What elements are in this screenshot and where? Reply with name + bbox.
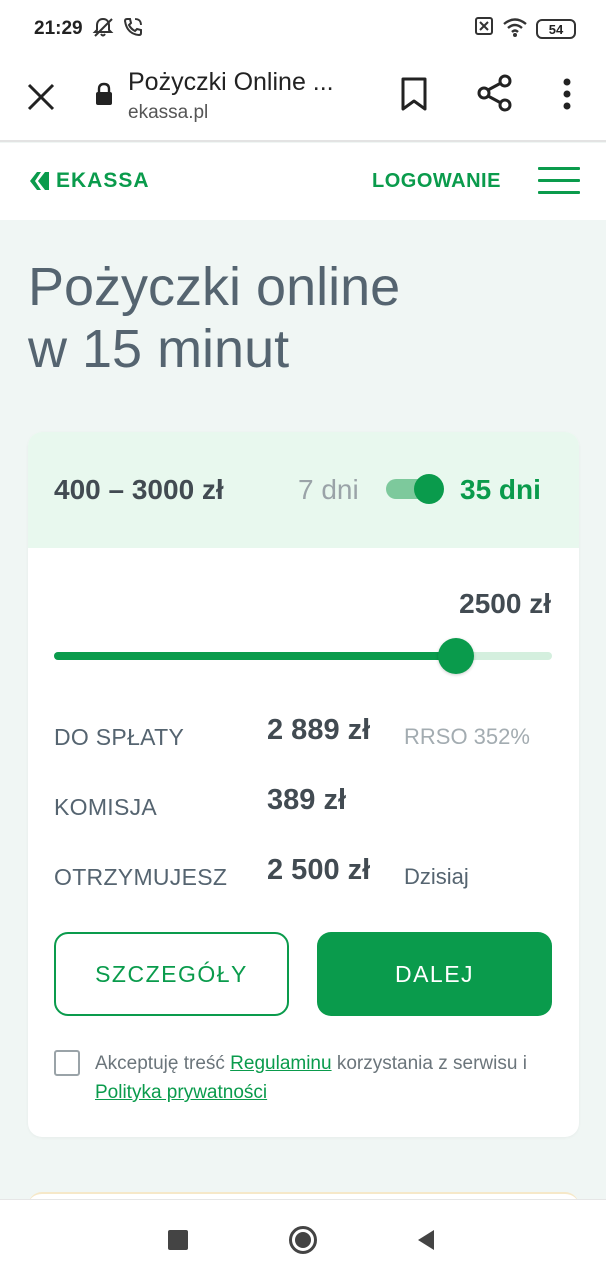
hero-line-2: w 15 minut: [28, 319, 290, 379]
lock-icon: [96, 82, 112, 105]
commission-row: KOMISJA 389 zł: [54, 784, 554, 820]
amount-slider[interactable]: [54, 636, 552, 674]
terms-text-part-2: korzystania z serwisu i: [331, 1053, 527, 1074]
battery-level: 54: [548, 21, 564, 37]
wifi-icon: [503, 18, 527, 37]
logo-mark-icon: [30, 172, 49, 190]
ekassa-logo[interactable]: EKASSA: [28, 169, 150, 193]
receive-row: OTRZYMUJESZ 2 500 zł Dzisiaj: [54, 854, 554, 890]
home-icon[interactable]: [288, 1225, 318, 1255]
no-sim-icon: [475, 17, 493, 35]
bookmark-icon[interactable]: [398, 76, 430, 112]
battery-icon: 54: [536, 19, 576, 39]
recent-apps-icon[interactable]: [168, 1230, 188, 1250]
terms-checkbox[interactable]: [54, 1050, 80, 1076]
receive-when-note: Dzisiaj: [404, 864, 469, 889]
repayment-label: DO SPŁATY: [54, 724, 185, 750]
next-button[interactable]: DALEJ: [317, 932, 552, 1016]
status-bar: 21:29 54: [0, 0, 606, 56]
menu-icon[interactable]: [538, 167, 580, 197]
page-url[interactable]: ekassa.pl: [128, 102, 209, 123]
receive-value: 2 500 zł: [267, 854, 371, 886]
commission-label: KOMISJA: [54, 794, 158, 820]
close-icon[interactable]: [24, 80, 58, 114]
browser-toolbar: Pożyczki Online ... ekassa.pl: [0, 56, 606, 142]
term-toggle[interactable]: [386, 474, 446, 504]
login-link[interactable]: LOGOWANIE: [372, 170, 501, 192]
more-options-icon[interactable]: [556, 76, 578, 112]
loan-calculator-card: 400 – 3000 zł 7 dni 35 dni 2500 zł DO SP…: [28, 432, 579, 1137]
terms-text: Akceptuję treść Regulaminu korzystania z…: [95, 1049, 555, 1107]
repayment-row: DO SPŁATY 2 889 zł RRSO 352%: [54, 714, 554, 750]
term-7-days-label[interactable]: 7 dni: [298, 474, 359, 505]
privacy-policy-link[interactable]: Polityka prywatności: [95, 1082, 268, 1103]
slider-handle[interactable]: [438, 638, 474, 674]
receive-label: OTRZYMUJESZ: [54, 864, 228, 890]
share-icon[interactable]: [476, 74, 514, 112]
logo-text: EKASSA: [56, 169, 150, 192]
site-header: EKASSA LOGOWANIE: [0, 143, 606, 220]
regulations-link[interactable]: Regulaminu: [230, 1053, 332, 1074]
notifications-off-icon: [92, 17, 114, 37]
status-time: 21:29: [34, 18, 83, 39]
calculator-header: 400 – 3000 zł 7 dni 35 dni: [28, 432, 579, 548]
amount-range: 400 – 3000 zł: [54, 474, 224, 505]
slider-fill: [54, 652, 456, 660]
term-toggle-knob[interactable]: [414, 474, 444, 504]
wifi-calling-icon: [123, 18, 142, 37]
term-35-days-label[interactable]: 35 dni: [460, 474, 541, 505]
repayment-value: 2 889 zł: [267, 714, 371, 746]
back-icon[interactable]: [414, 1228, 438, 1252]
rrso-note: RRSO 352%: [404, 724, 530, 749]
details-button[interactable]: SZCZEGÓŁY: [54, 932, 289, 1016]
commission-value: 389 zł: [267, 784, 346, 816]
hero-heading: Pożyczki online w 15 minut: [28, 256, 400, 380]
page-title[interactable]: Pożyczki Online ...: [128, 68, 334, 96]
selected-amount: 2500 zł: [459, 588, 551, 619]
hero-line-1: Pożyczki online: [28, 257, 401, 317]
navigation-bar: [0, 1200, 606, 1280]
terms-text-part-1: Akceptuję treść: [95, 1053, 231, 1074]
